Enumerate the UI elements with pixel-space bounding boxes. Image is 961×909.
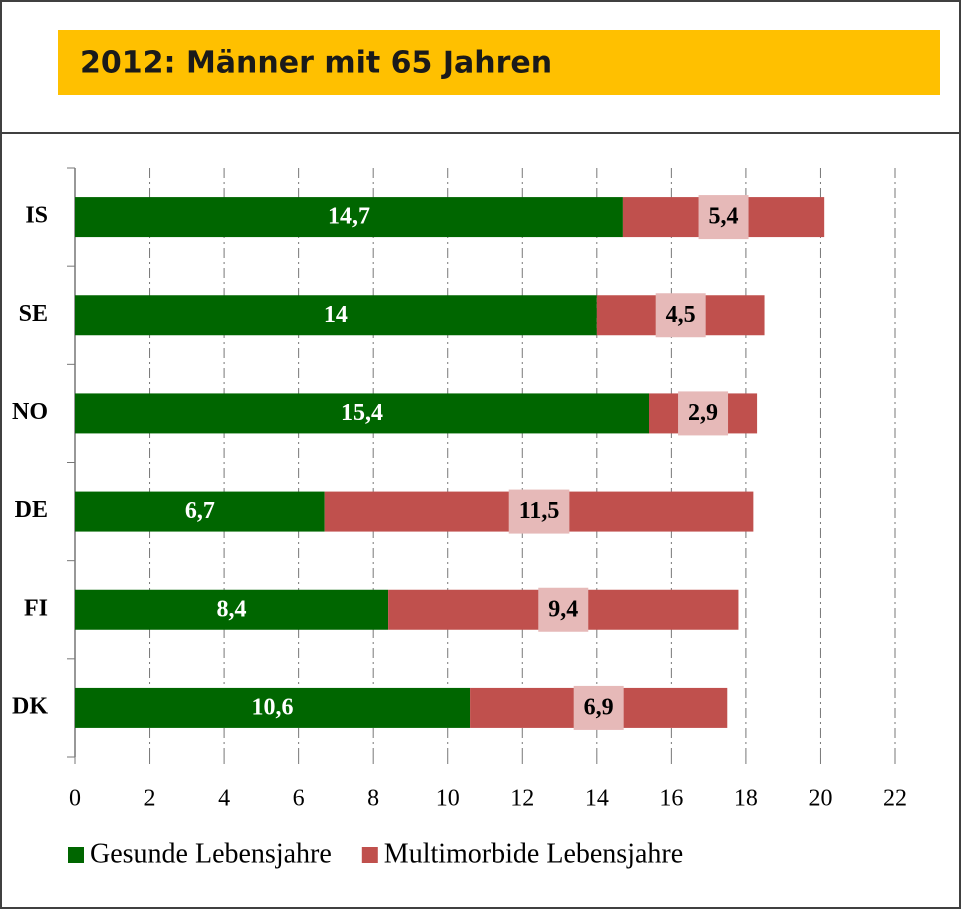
legend-swatch bbox=[361, 847, 378, 863]
data-label: 9,4 bbox=[548, 596, 578, 622]
data-label: 6,7 bbox=[185, 498, 215, 524]
data-label: 14,7 bbox=[328, 204, 370, 230]
x-tick-label: 22 bbox=[883, 786, 907, 812]
legend-label: Gesunde Lebensjahre bbox=[90, 838, 332, 869]
x-tick-label: 18 bbox=[734, 786, 758, 812]
y-tick-label: SE bbox=[19, 301, 48, 327]
data-label: 15,4 bbox=[341, 400, 383, 426]
chart-title: 2012: Männer mit 65 Jahren bbox=[80, 46, 552, 81]
bar-segment bbox=[75, 491, 325, 532]
bar-segment bbox=[75, 393, 649, 434]
data-label: 8,4 bbox=[217, 596, 247, 622]
label-box bbox=[678, 391, 729, 436]
data-label: 14 bbox=[324, 302, 348, 328]
y-tick-label: NO bbox=[12, 399, 48, 425]
y-tick-label: DE bbox=[15, 497, 48, 523]
label-box bbox=[698, 195, 749, 240]
x-tick-label: 14 bbox=[585, 786, 609, 812]
legend-label: Multimorbide Lebensjahre bbox=[384, 838, 683, 869]
y-tick-label: IS bbox=[25, 203, 48, 229]
x-tick-label: 4 bbox=[218, 786, 230, 812]
bar-segment bbox=[75, 197, 623, 238]
x-tick-label: 16 bbox=[659, 786, 683, 812]
bar-segment bbox=[75, 687, 471, 728]
data-label: 2,9 bbox=[688, 400, 718, 426]
data-label: 5,4 bbox=[709, 204, 739, 230]
label-box bbox=[573, 685, 624, 730]
label-box bbox=[538, 587, 589, 632]
bar-segment bbox=[75, 295, 597, 336]
title-box bbox=[58, 30, 940, 95]
x-tick-label: 8 bbox=[367, 786, 379, 812]
data-label: 4,5 bbox=[666, 302, 696, 328]
data-label: 11,5 bbox=[519, 498, 560, 524]
y-tick-label: FI bbox=[24, 595, 48, 621]
x-tick-label: 12 bbox=[510, 786, 534, 812]
x-tick-label: 0 bbox=[69, 786, 81, 812]
y-tick-label: DK bbox=[12, 693, 48, 719]
x-tick-label: 20 bbox=[808, 786, 832, 812]
x-tick-label: 10 bbox=[436, 786, 460, 812]
label-box bbox=[508, 489, 570, 534]
data-label: 10,6 bbox=[252, 694, 294, 720]
x-tick-label: 6 bbox=[293, 786, 305, 812]
x-tick-label: 2 bbox=[144, 786, 156, 812]
label-box bbox=[655, 293, 706, 338]
data-label: 6,9 bbox=[584, 694, 614, 720]
legend-swatch bbox=[68, 847, 84, 863]
bar-segment bbox=[75, 589, 389, 630]
